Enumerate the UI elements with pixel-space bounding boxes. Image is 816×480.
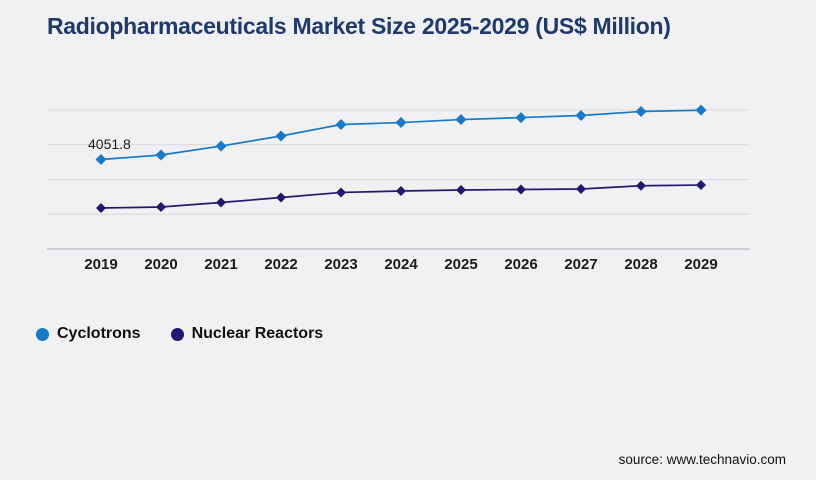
- x-axis-label-2019: 2019: [84, 256, 118, 273]
- data-point-nuclear-reactors-2029: [696, 180, 706, 191]
- x-axis-label-2027: 2027: [564, 256, 598, 273]
- x-axis-label-2028: 2028: [624, 256, 658, 273]
- data-point-nuclear-reactors-2025: [456, 185, 466, 196]
- x-axis-label-2020: 2020: [144, 256, 178, 273]
- data-point-nuclear-reactors-2023: [336, 187, 346, 198]
- data-point-nuclear-reactors-2024: [396, 186, 406, 197]
- legend-item-cyclotrons: Cyclotrons: [36, 325, 141, 343]
- data-point-nuclear-reactors-2020: [156, 202, 166, 213]
- data-point-nuclear-reactors-2021: [216, 197, 226, 208]
- x-axis-label-2021: 2021: [204, 256, 238, 273]
- data-point-cyclotrons-2026: [515, 112, 527, 124]
- data-point-cyclotrons-2023: [335, 119, 347, 131]
- x-axis-label-2025: 2025: [444, 256, 478, 273]
- x-axis-label-2024: 2024: [384, 256, 418, 273]
- data-point-cyclotrons-2025: [455, 114, 467, 126]
- data-point-nuclear-reactors-2019: [96, 203, 106, 214]
- legend-label-cyclotrons: Cyclotrons: [57, 325, 141, 342]
- cyclotrons-series-icon: [36, 327, 49, 341]
- source-attribution: source: www.technavio.com: [618, 452, 786, 467]
- data-point-nuclear-reactors-2027: [576, 184, 586, 195]
- data-point-cyclotrons-2024: [395, 117, 407, 129]
- data-label-cyclotrons-2019: 4051.8: [88, 136, 131, 152]
- data-point-nuclear-reactors-2028: [636, 180, 646, 191]
- data-point-nuclear-reactors-2022: [276, 192, 286, 203]
- nuclear-reactors-series-icon: [170, 327, 184, 341]
- data-point-cyclotrons-2022: [275, 130, 287, 142]
- data-point-cyclotrons-2019: [95, 154, 107, 165]
- page-title: Radiopharmaceuticals Market Size 2025-20…: [47, 13, 671, 39]
- legend: Cyclotrons Nuclear Reactors: [36, 325, 323, 343]
- legend-label-nuclear-reactors: Nuclear Reactors: [191, 325, 324, 342]
- x-axis-label-2022: 2022: [264, 256, 298, 273]
- data-point-cyclotrons-2029: [695, 104, 707, 116]
- data-point-cyclotrons-2028: [635, 105, 647, 117]
- data-point-nuclear-reactors-2026: [516, 184, 526, 195]
- x-axis-label-2023: 2023: [324, 256, 358, 273]
- x-axis-label-2029: 2029: [684, 256, 718, 273]
- legend-item-nuclear-reactors: Nuclear Reactors: [170, 325, 324, 343]
- data-point-cyclotrons-2027: [575, 109, 587, 121]
- data-point-cyclotrons-2020: [155, 149, 167, 161]
- data-point-cyclotrons-2021: [215, 140, 227, 152]
- x-axis-label-2026: 2026: [504, 256, 538, 273]
